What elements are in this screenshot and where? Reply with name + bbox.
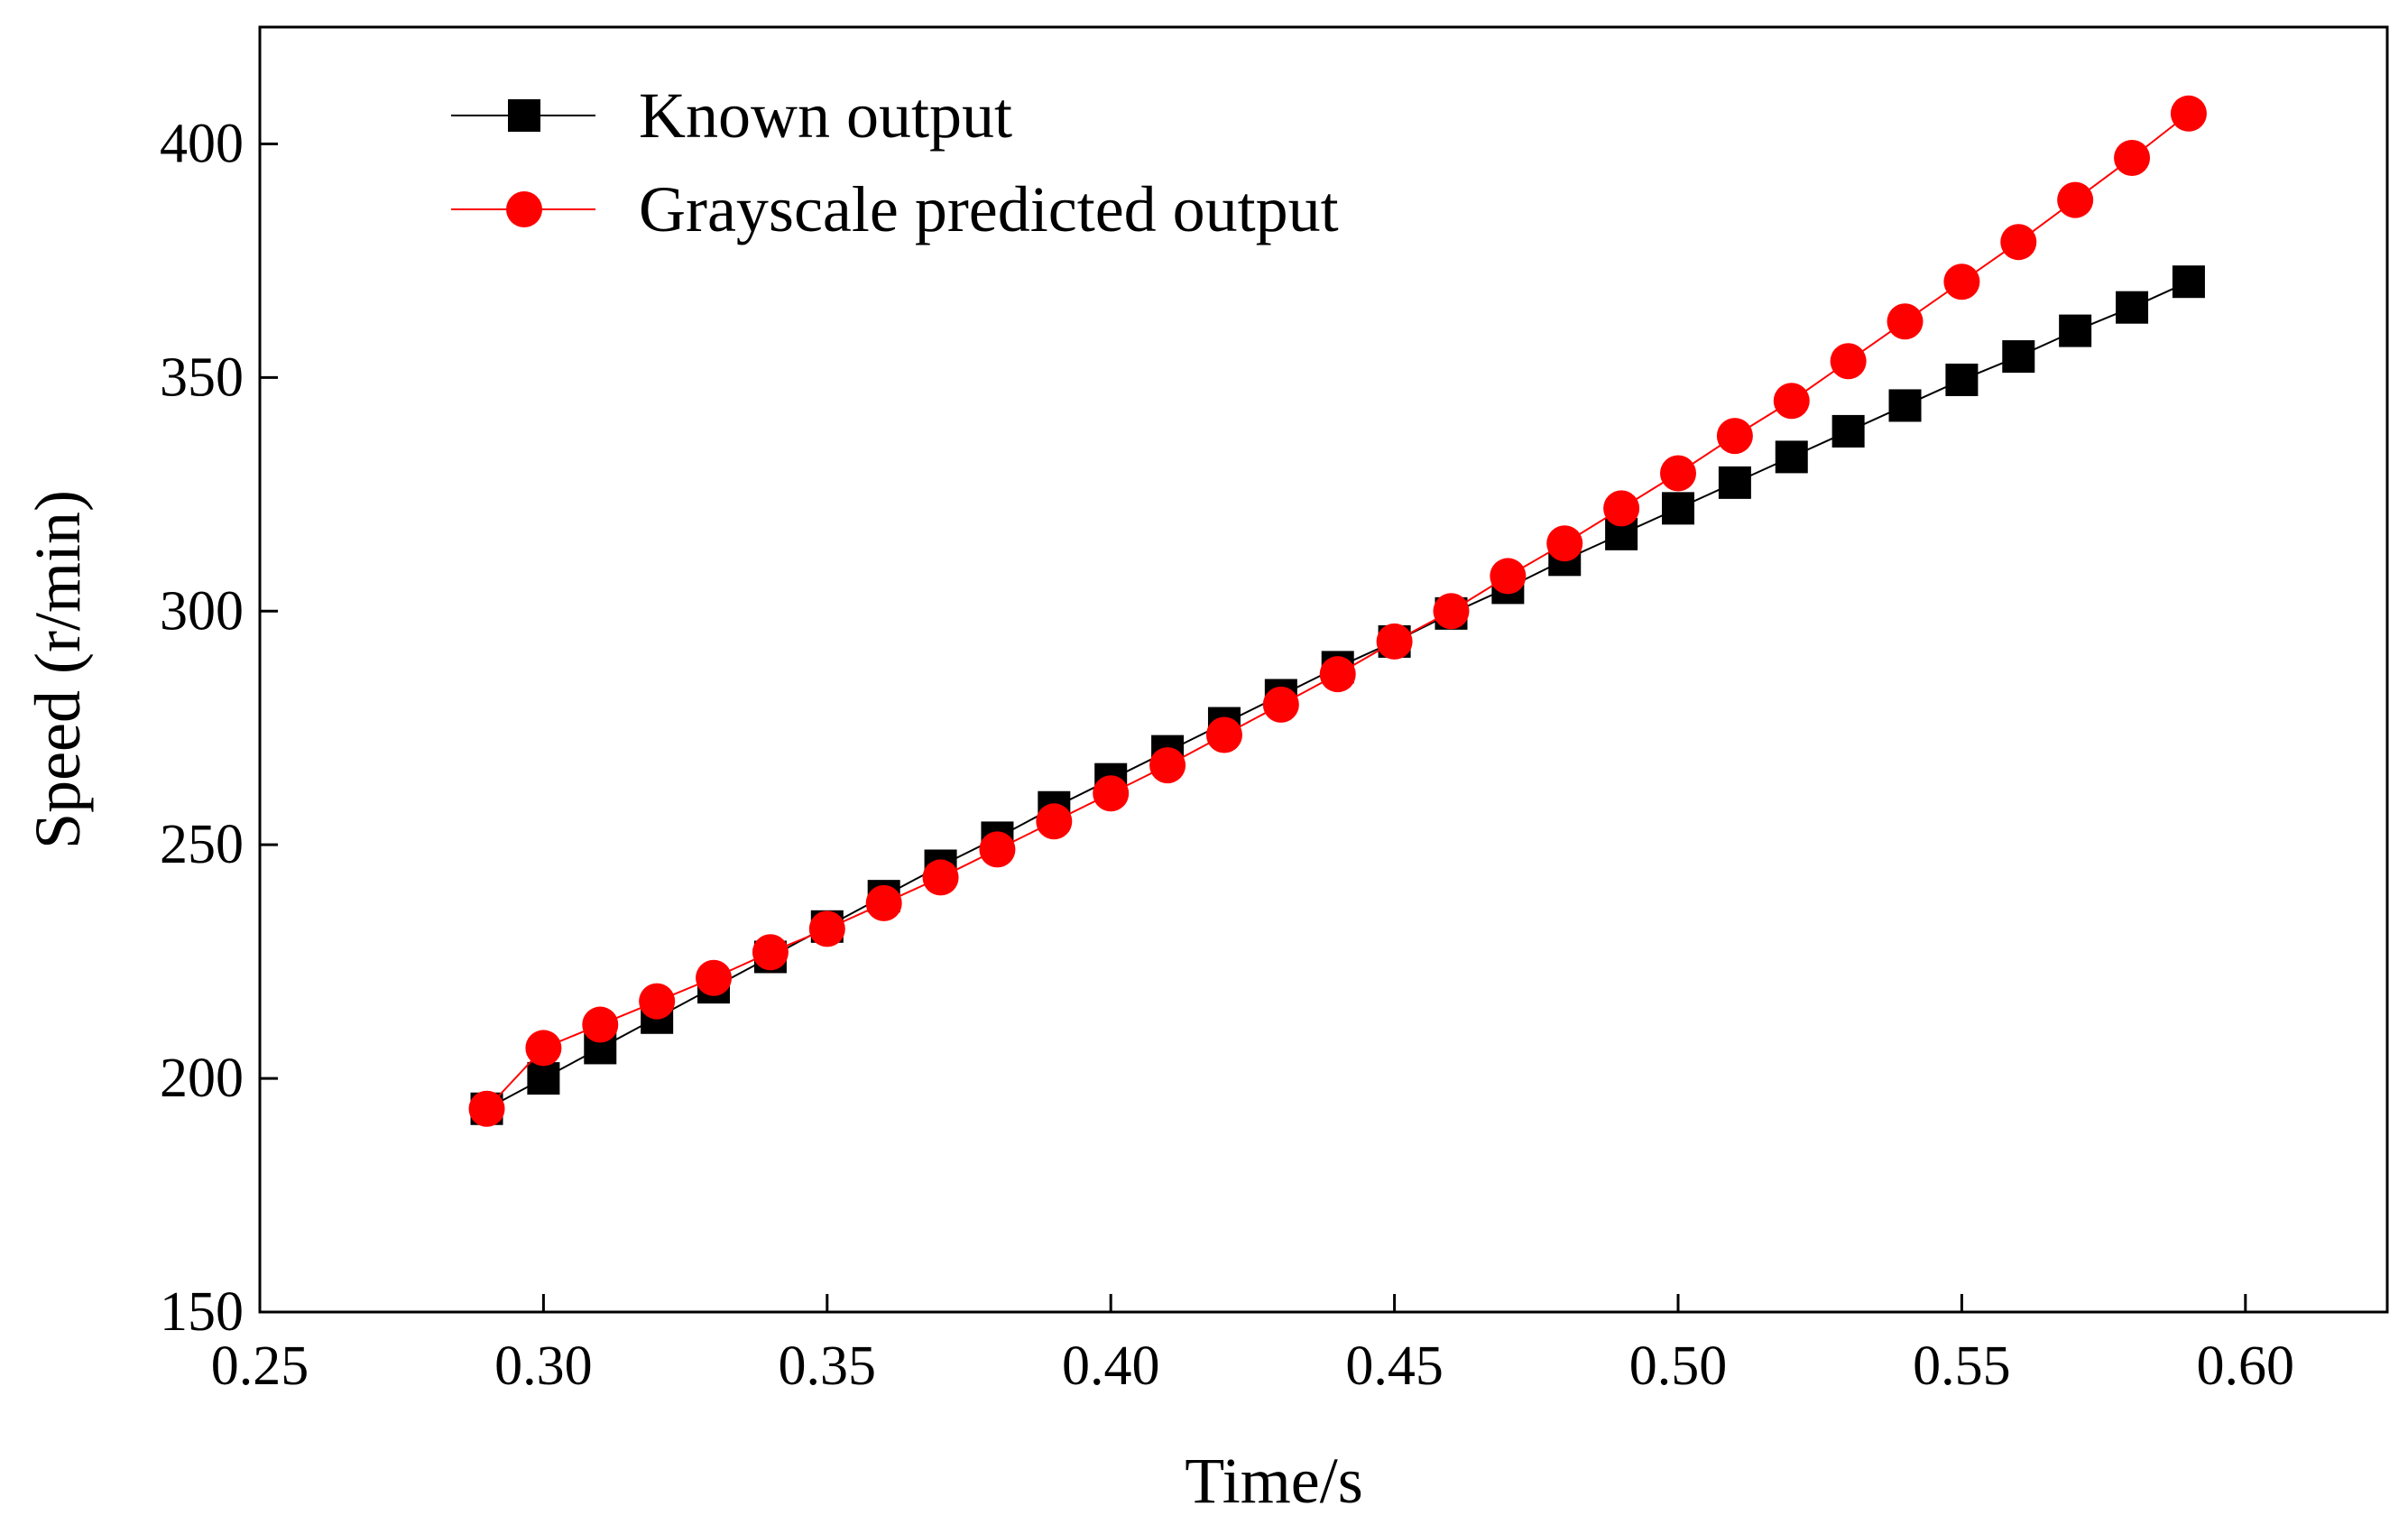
- data-point-known-output: [2116, 291, 2149, 324]
- data-point-known-output: [2172, 265, 2205, 299]
- x-tick-label: 0.35: [779, 1335, 877, 1397]
- data-point-grayscale-predicted-output: [639, 983, 676, 1020]
- plot-frame: [258, 25, 2389, 1314]
- y-axis-title: Speed (r/min): [22, 490, 94, 849]
- legend-label-known: Known output: [639, 79, 1012, 152]
- data-point-known-output: [1831, 414, 1865, 448]
- series-line-known-output: [486, 281, 2190, 1110]
- x-tick-label: 0.25: [211, 1335, 309, 1397]
- y-tick-label: 300: [160, 580, 244, 642]
- data-point-grayscale-predicted-output: [922, 859, 959, 896]
- data-point-grayscale-predicted-output: [1093, 775, 1130, 812]
- series-layer: [468, 95, 2207, 1127]
- y-tick-label: 400: [160, 113, 244, 174]
- data-point-grayscale-predicted-output: [1036, 803, 1073, 840]
- legend-marker-known: [508, 99, 540, 132]
- data-point-known-output: [1662, 492, 1694, 525]
- data-point-grayscale-predicted-output: [2114, 139, 2151, 176]
- data-point-grayscale-predicted-output: [2170, 95, 2207, 132]
- data-point-grayscale-predicted-output: [696, 959, 733, 996]
- data-point-grayscale-predicted-output: [1603, 490, 1640, 527]
- y-axis: 150 200 250 300 350 400: [160, 113, 278, 1343]
- data-point-known-output: [1775, 440, 1808, 474]
- data-point-grayscale-predicted-output: [1319, 656, 1356, 693]
- legend-marker-predicted: [506, 191, 542, 227]
- data-point-known-output: [1888, 389, 1922, 422]
- data-point-known-output: [2002, 340, 2035, 374]
- data-point-grayscale-predicted-output: [865, 884, 902, 921]
- y-tick-label: 250: [160, 814, 244, 875]
- data-point-known-output: [2059, 314, 2092, 347]
- data-point-grayscale-predicted-output: [1773, 383, 1810, 420]
- y-tick-label: 200: [160, 1048, 244, 1109]
- y-tick-label: 350: [160, 347, 244, 408]
- data-point-grayscale-predicted-output: [2000, 224, 2037, 261]
- data-point-grayscale-predicted-output: [1433, 593, 1470, 630]
- data-point-known-output: [1718, 466, 1751, 499]
- x-tick-label: 0.40: [1062, 1335, 1160, 1397]
- x-axis-title: Time/s: [1185, 1445, 1362, 1517]
- data-point-grayscale-predicted-output: [1943, 263, 1980, 300]
- x-tick-label: 0.45: [1345, 1335, 1444, 1397]
- legend-label-predicted: Grayscale predicted output: [639, 173, 1339, 245]
- data-point-known-output: [1945, 363, 1979, 396]
- data-point-grayscale-predicted-output: [979, 831, 1016, 868]
- x-tick-label: 0.55: [1913, 1335, 2011, 1397]
- legend: Known output Grayscale predicted output: [451, 79, 1339, 245]
- x-axis: 0.25 0.30 0.35 0.40 0.45 0.50 0.55 0.60: [211, 1294, 2294, 1397]
- data-point-known-output: [527, 1062, 560, 1095]
- data-point-grayscale-predicted-output: [1490, 558, 1527, 595]
- x-tick-label: 0.60: [2197, 1335, 2295, 1397]
- data-point-grayscale-predicted-output: [1149, 747, 1186, 784]
- x-tick-label: 0.50: [1629, 1335, 1728, 1397]
- y-tick-label: 150: [160, 1281, 244, 1343]
- data-point-grayscale-predicted-output: [1716, 418, 1753, 455]
- series-line-grayscale-predicted-output: [485, 113, 2190, 1110]
- x-tick-label: 0.30: [494, 1335, 593, 1397]
- data-point-grayscale-predicted-output: [752, 934, 789, 971]
- data-point-grayscale-predicted-output: [468, 1090, 505, 1127]
- data-point-grayscale-predicted-output: [1205, 716, 1242, 753]
- data-point-grayscale-predicted-output: [1887, 303, 1924, 340]
- data-point-grayscale-predicted-output: [1660, 455, 1696, 492]
- data-point-grayscale-predicted-output: [582, 1006, 619, 1043]
- data-point-grayscale-predicted-output: [1546, 525, 1583, 562]
- data-point-grayscale-predicted-output: [525, 1030, 562, 1067]
- data-point-grayscale-predicted-output: [1830, 343, 1867, 380]
- data-point-grayscale-predicted-output: [1376, 623, 1413, 660]
- series-known-output: [470, 265, 2205, 1125]
- data-point-grayscale-predicted-output: [1262, 686, 1299, 723]
- series-grayscale-predicted-output: [468, 95, 2207, 1127]
- data-point-grayscale-predicted-output: [2057, 181, 2094, 218]
- data-point-grayscale-predicted-output: [808, 910, 845, 947]
